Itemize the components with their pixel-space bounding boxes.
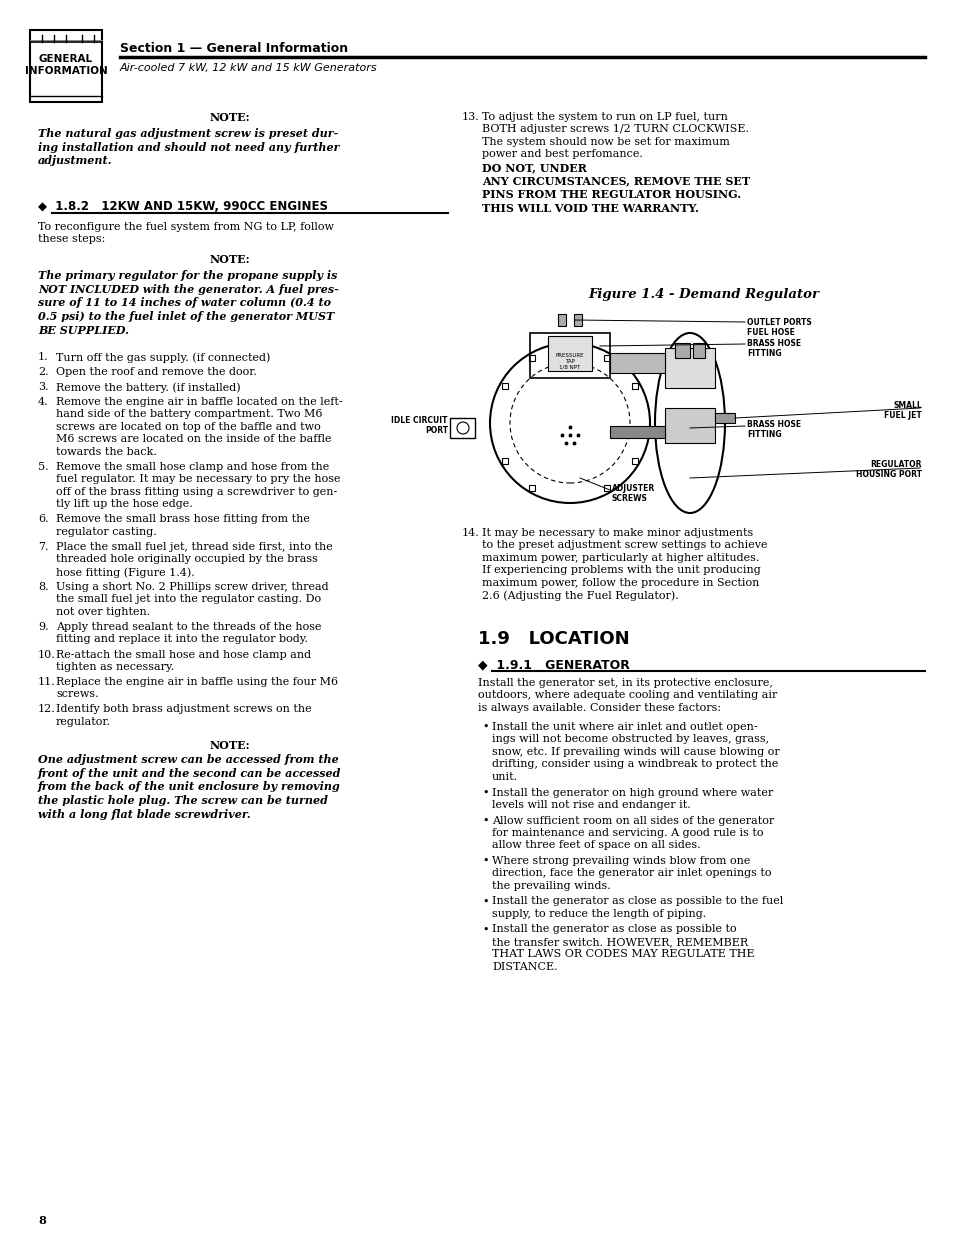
Bar <box>604 354 610 361</box>
Bar <box>664 348 714 388</box>
Text: NOTE:: NOTE: <box>210 254 250 266</box>
Bar <box>529 354 535 361</box>
Text: One adjustment screw can be accessed from the
front of the unit and the second c: One adjustment screw can be accessed fro… <box>38 755 341 820</box>
Text: BRASS HOSE
FITTING: BRASS HOSE FITTING <box>746 420 801 440</box>
Text: Remove the engine air in baffle located on the left-
hand side of the battery co: Remove the engine air in baffle located … <box>56 396 342 457</box>
Text: 8.: 8. <box>38 582 49 592</box>
Text: Place the small fuel jet, thread side first, into the
threaded hole originally o: Place the small fuel jet, thread side fi… <box>56 542 333 578</box>
Bar <box>604 485 610 492</box>
Text: Section 1 — General Information: Section 1 — General Information <box>120 42 348 56</box>
Text: •: • <box>481 722 488 732</box>
Text: PRESSURE
TAP
1/8 NPT: PRESSURE TAP 1/8 NPT <box>556 353 583 369</box>
Text: Remove the small brass hose fitting from the
regulator casting.: Remove the small brass hose fitting from… <box>56 515 310 537</box>
Text: 5.: 5. <box>38 462 49 472</box>
Text: REGULATOR
HOUSING PORT: REGULATOR HOUSING PORT <box>855 459 921 479</box>
Text: •: • <box>481 897 488 906</box>
Text: 11.: 11. <box>38 677 55 687</box>
Text: Air-cooled 7 kW, 12 kW and 15 kW Generators: Air-cooled 7 kW, 12 kW and 15 kW Generat… <box>120 63 377 73</box>
Bar <box>714 412 734 424</box>
Text: GENERAL
INFORMATION: GENERAL INFORMATION <box>25 54 108 75</box>
Text: Turn off the gas supply. (if connected): Turn off the gas supply. (if connected) <box>56 352 270 363</box>
Text: IDLE CIRCUIT
PORT: IDLE CIRCUIT PORT <box>391 416 448 436</box>
Text: BRASS HOSE
FITTING: BRASS HOSE FITTING <box>746 338 801 358</box>
Text: 2.: 2. <box>38 367 49 377</box>
Text: Using a short No. 2 Phillips screw driver, thread
the small fuel jet into the re: Using a short No. 2 Phillips screw drive… <box>56 582 328 616</box>
Text: ◆  1.8.2   12KW AND 15KW, 990CC ENGINES: ◆ 1.8.2 12KW AND 15KW, 990CC ENGINES <box>38 200 328 212</box>
Text: •: • <box>481 788 488 798</box>
Text: 7.: 7. <box>38 542 49 552</box>
Bar <box>675 343 689 358</box>
Text: Install the generator as close as possible to
the transfer switch. HOWEVER, REME: Install the generator as close as possib… <box>492 925 754 972</box>
Bar <box>547 336 592 370</box>
Bar <box>692 343 704 358</box>
Text: To reconfigure the fuel system from NG to LP, follow
these steps:: To reconfigure the fuel system from NG t… <box>38 222 334 245</box>
Text: 6.: 6. <box>38 515 49 525</box>
Text: It may be necessary to make minor adjustments
to the preset adjustment screw set: It may be necessary to make minor adjust… <box>481 529 767 600</box>
Bar <box>501 457 508 463</box>
Text: Re-attach the small hose and hose clamp and
tighten as necessary.: Re-attach the small hose and hose clamp … <box>56 650 311 672</box>
Text: 13.: 13. <box>461 112 479 122</box>
Text: Install the generator as close as possible to the fuel
supply, to reduce the len: Install the generator as close as possib… <box>492 897 782 919</box>
Text: ◆  1.9.1   GENERATOR: ◆ 1.9.1 GENERATOR <box>477 658 629 671</box>
Bar <box>529 485 535 492</box>
Text: 8: 8 <box>38 1215 46 1226</box>
Text: •: • <box>481 925 488 935</box>
Text: The primary regulator for the propane supply is
NOT INCLUDED with the generator.: The primary regulator for the propane su… <box>38 270 338 336</box>
Bar <box>631 383 638 389</box>
Text: 14.: 14. <box>461 529 479 538</box>
Bar <box>450 417 475 438</box>
Text: OUTLET PORTS
FUEL HOSE: OUTLET PORTS FUEL HOSE <box>746 317 811 337</box>
Text: Apply thread sealant to the threads of the hose
fitting and replace it into the : Apply thread sealant to the threads of t… <box>56 622 321 645</box>
Text: ADJUSTER
SCREWS: ADJUSTER SCREWS <box>612 484 655 504</box>
Text: SMALL
FUEL JET: SMALL FUEL JET <box>883 401 921 420</box>
Bar <box>30 30 102 103</box>
Bar <box>530 333 609 378</box>
Bar <box>609 426 664 438</box>
Text: 9.: 9. <box>38 622 49 632</box>
Text: To adjust the system to run on LP fuel, turn
BOTH adjuster screws 1/2 TURN CLOCK: To adjust the system to run on LP fuel, … <box>481 112 748 159</box>
Bar <box>631 457 638 463</box>
Text: Open the roof and remove the door.: Open the roof and remove the door. <box>56 367 256 377</box>
Bar <box>574 314 581 326</box>
Bar <box>501 383 508 389</box>
Text: 3.: 3. <box>38 382 49 391</box>
Text: Install the generator set, in its protective enclosure,
outdoors, where adequate: Install the generator set, in its protec… <box>477 678 777 713</box>
Text: Where strong prevailing winds blow from one
direction, face the generator air in: Where strong prevailing winds blow from … <box>492 856 771 890</box>
Text: Identify both brass adjustment screws on the
regulator.: Identify both brass adjustment screws on… <box>56 704 312 727</box>
Text: Allow sufficient room on all sides of the generator
for maintenance and servicin: Allow sufficient room on all sides of th… <box>492 815 774 851</box>
Text: DO NOT, UNDER
ANY CIRCUMSTANCES, REMOVE THE SET
PINS FROM THE REGULATOR HOUSING.: DO NOT, UNDER ANY CIRCUMSTANCES, REMOVE … <box>481 162 749 214</box>
Text: Install the generator on high ground where water
levels will not rise and endang: Install the generator on high ground whe… <box>492 788 773 810</box>
Text: •: • <box>481 856 488 866</box>
Text: The natural gas adjustment screw is preset dur-
ing installation and should not : The natural gas adjustment screw is pres… <box>38 128 339 167</box>
Text: 12.: 12. <box>38 704 55 715</box>
Text: 1.9   LOCATION: 1.9 LOCATION <box>477 630 629 648</box>
Text: •: • <box>481 815 488 825</box>
Bar <box>609 353 664 373</box>
Text: 1.: 1. <box>38 352 49 362</box>
Text: Replace the engine air in baffle using the four M6
screws.: Replace the engine air in baffle using t… <box>56 677 337 699</box>
Text: Install the unit where air inlet and outlet open-
ings will not become obstructe: Install the unit where air inlet and out… <box>492 722 779 782</box>
Text: NOTE:: NOTE: <box>210 740 250 751</box>
Text: NOTE:: NOTE: <box>210 112 250 124</box>
Text: Figure 1.4 - Demand Regulator: Figure 1.4 - Demand Regulator <box>588 288 819 301</box>
Bar <box>558 314 565 326</box>
Text: 10.: 10. <box>38 650 55 659</box>
Text: 4.: 4. <box>38 396 49 408</box>
Text: Remove the battery. (if installed): Remove the battery. (if installed) <box>56 382 240 393</box>
Text: Remove the small hose clamp and hose from the
fuel regulator. It may be necessar: Remove the small hose clamp and hose fro… <box>56 462 340 509</box>
Bar <box>664 408 714 443</box>
